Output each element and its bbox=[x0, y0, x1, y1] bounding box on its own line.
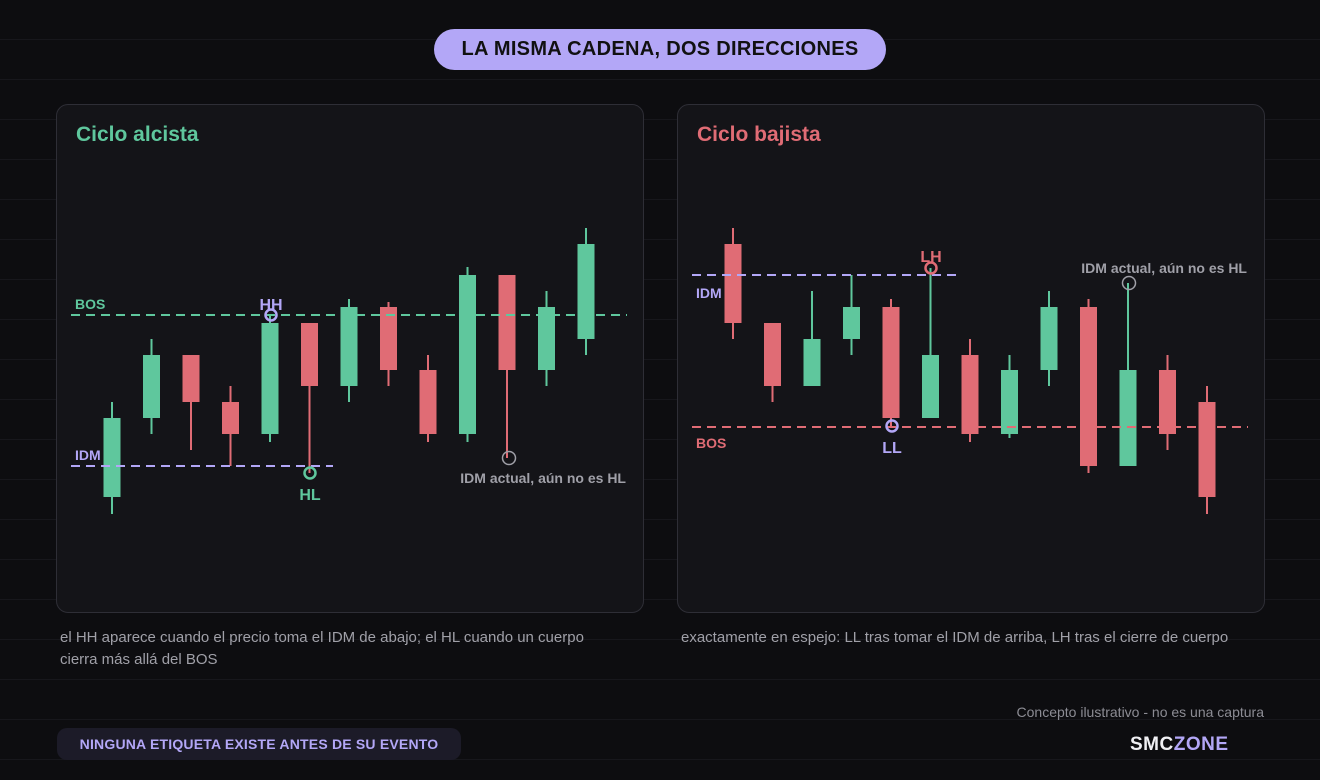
idm-label: IDM bbox=[75, 447, 101, 463]
candle-5 bbox=[261, 315, 279, 442]
brand-part-b: ZONE bbox=[1173, 734, 1229, 755]
bos-label: BOS bbox=[75, 296, 105, 312]
current-idm-marker bbox=[501, 450, 517, 466]
candle-body bbox=[182, 355, 200, 402]
ll-marker bbox=[885, 419, 899, 433]
bearish-cycle-panel: Ciclo bajista IDM BOS LH LL IDM actual, … bbox=[677, 104, 1265, 613]
current-idm-marker bbox=[1121, 275, 1137, 291]
candles bbox=[103, 228, 595, 514]
candle-body bbox=[222, 402, 239, 434]
candle-body bbox=[1119, 370, 1137, 466]
footer-note: NINGUNA ETIQUETA EXISTE ANTES DE SU EVEN… bbox=[57, 728, 461, 760]
candle-11 bbox=[498, 275, 516, 458]
candle-2 bbox=[143, 339, 160, 434]
hl-marker bbox=[303, 466, 317, 480]
candle-12 bbox=[538, 291, 555, 386]
candle-3 bbox=[803, 291, 821, 386]
hl-label: HL bbox=[299, 487, 321, 504]
candle-10 bbox=[459, 267, 476, 442]
candle-7 bbox=[340, 299, 358, 402]
hh-marker bbox=[264, 308, 278, 322]
panel-heading: Ciclo bajista bbox=[697, 123, 821, 146]
bearish-candlestick-chart: IDM BOS LH LL IDM actual, aún no es HL bbox=[692, 228, 1248, 514]
bullish-caption: el HH aparece cuando el precio toma el I… bbox=[60, 629, 584, 668]
candle-6 bbox=[922, 268, 939, 418]
hh-label: HH bbox=[259, 297, 282, 314]
candle-body bbox=[577, 244, 595, 339]
candle-9 bbox=[419, 355, 437, 442]
candle-13 bbox=[1198, 386, 1216, 514]
page-title: LA MISMA CADENA, DOS DIRECCIONES bbox=[434, 29, 886, 70]
bearish-caption: exactamente en espejo: LL tras tomar el … bbox=[681, 629, 1229, 646]
current-idm-note: IDM actual, aún no es HL bbox=[1081, 260, 1247, 276]
candle-body bbox=[459, 275, 476, 434]
candle-body bbox=[1040, 307, 1058, 370]
lh-label: LH bbox=[920, 249, 941, 266]
candle-body bbox=[1198, 402, 1216, 497]
candle-body bbox=[143, 355, 160, 418]
candle-body bbox=[538, 307, 555, 370]
candle-body bbox=[1001, 370, 1018, 434]
candle-3 bbox=[182, 355, 200, 450]
candle-5 bbox=[882, 299, 900, 426]
candle-9 bbox=[1040, 291, 1058, 386]
candle-6 bbox=[301, 323, 318, 473]
candle-body bbox=[380, 307, 397, 370]
candle-body bbox=[922, 355, 939, 418]
candle-11 bbox=[1119, 283, 1137, 466]
candle-body bbox=[340, 307, 358, 386]
candle-2 bbox=[764, 323, 781, 402]
candle-body bbox=[498, 275, 516, 370]
candle-7 bbox=[961, 339, 979, 442]
candle-body bbox=[1080, 307, 1097, 466]
candle-body bbox=[843, 307, 860, 339]
candle-body bbox=[803, 339, 821, 386]
lh-marker bbox=[924, 261, 938, 275]
candle-body bbox=[103, 418, 121, 497]
candle-body bbox=[261, 323, 279, 434]
candles bbox=[724, 228, 1216, 514]
candle-body bbox=[961, 355, 979, 434]
idm-label: IDM bbox=[696, 285, 722, 301]
ll-label: LL bbox=[882, 440, 902, 457]
candle-10 bbox=[1080, 299, 1097, 473]
candle-1 bbox=[724, 228, 742, 339]
disclaimer: Concepto ilustrativo - no es una captura bbox=[1016, 704, 1264, 720]
candle-8 bbox=[1001, 355, 1018, 438]
candle-body bbox=[724, 244, 742, 323]
candle-1 bbox=[103, 402, 121, 514]
current-idm-note: IDM actual, aún no es HL bbox=[460, 470, 626, 486]
candle-4 bbox=[222, 386, 239, 466]
candle-body bbox=[764, 323, 781, 386]
candle-12 bbox=[1159, 355, 1176, 450]
candle-13 bbox=[577, 228, 595, 355]
candle-body bbox=[882, 307, 900, 418]
panel-heading: Ciclo alcista bbox=[76, 123, 199, 146]
bullish-cycle-panel: Ciclo alcista BOS IDM HH HL IDM actual, … bbox=[56, 104, 644, 613]
candle-body bbox=[419, 370, 437, 434]
brand-logo: SMCZONE bbox=[1130, 734, 1229, 756]
candle-4 bbox=[843, 275, 860, 355]
candle-body bbox=[301, 323, 318, 386]
bos-label: BOS bbox=[696, 435, 726, 451]
brand-part-a: SMC bbox=[1130, 734, 1174, 755]
bullish-candlestick-chart: BOS IDM HH HL IDM actual, aún no es HL bbox=[71, 228, 627, 514]
candle-body bbox=[1159, 370, 1176, 434]
